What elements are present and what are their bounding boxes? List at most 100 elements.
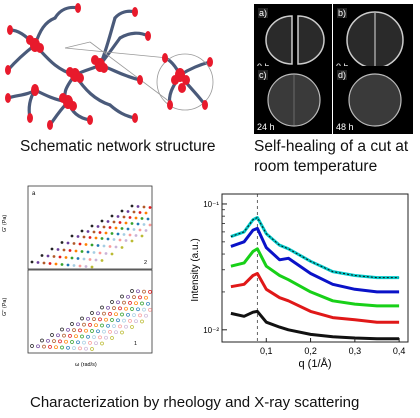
rheology-point [122, 233, 126, 236]
rheology-point [56, 248, 60, 251]
rheology-point [102, 311, 106, 316]
rheology-point [82, 235, 86, 239]
rheology-point [90, 311, 94, 315]
saxs-series-line [230, 247, 400, 308]
rheology-point [130, 307, 134, 311]
saxs-plot: 0,1 0,2 0,3 0,4 10⁻² 10⁻¹ Intensity (a.u.) q … [190, 193, 409, 370]
network-caption: Schematic network structure [20, 138, 216, 155]
rheology-point [92, 317, 96, 321]
rheology-top-ylabel: G' (Pa) [2, 215, 8, 232]
rheology-point [74, 249, 78, 253]
rheology-point [116, 300, 120, 305]
rheology-point [132, 210, 136, 214]
network-schematic-graphic [5, 3, 214, 130]
selfheal-caption-line1: Self-healing of a cut at [254, 138, 409, 155]
rheology-point [72, 242, 76, 245]
rheology-point [104, 317, 108, 322]
rheology-point [104, 231, 108, 235]
rheology-point [60, 263, 64, 266]
rheology-point [126, 312, 130, 317]
rheology-point [126, 210, 130, 213]
rheology-point [130, 204, 134, 208]
rheology-point [86, 316, 90, 321]
rheology-point [120, 330, 124, 335]
rheology-point [104, 252, 108, 255]
rheology-point [112, 324, 116, 328]
saxs-series-line [230, 309, 400, 341]
rheology-point [144, 313, 148, 318]
rheology-point [122, 300, 126, 305]
rheology-point [136, 222, 140, 226]
rheology-point [84, 328, 88, 333]
rheology-point [84, 346, 88, 351]
rheology-point [130, 239, 134, 243]
rheology-point [120, 227, 124, 230]
rheology-point [74, 334, 78, 339]
rheology-point [114, 330, 118, 335]
rheology-point [124, 306, 128, 311]
rheology-point [128, 216, 132, 219]
rheology-point [138, 211, 142, 214]
rheology-point [64, 339, 68, 344]
rheology-point [140, 217, 144, 220]
rheology-point [30, 260, 34, 264]
rheology-point [128, 319, 132, 323]
rheology-point [142, 289, 146, 294]
rheology-point [70, 234, 74, 238]
rheology-point [106, 323, 110, 328]
rheology-point [148, 308, 152, 312]
rheology-point [68, 249, 72, 252]
saxs-ylabel: Intensity (a.u.) [190, 238, 201, 301]
rheology-point [80, 334, 84, 339]
rheology-point [100, 341, 104, 346]
rheology-point [70, 340, 74, 344]
rheology-point [54, 345, 58, 350]
rheology-point [94, 236, 98, 240]
rheology-point [96, 311, 100, 316]
rheology-point [40, 338, 44, 343]
rheology-point [68, 334, 72, 338]
rheology-point [118, 324, 122, 329]
photo-label: c) [258, 70, 268, 80]
photo-label: b) [337, 8, 348, 18]
photo-label: a) [258, 8, 269, 18]
rheology-point [94, 258, 98, 262]
rheology-point [90, 329, 94, 333]
rheology-point [36, 261, 40, 264]
rheology-bottom-points [30, 289, 152, 351]
rheology-point [52, 255, 56, 258]
rheology-point [148, 290, 152, 294]
rheology-point [142, 307, 146, 312]
rheology-point [102, 225, 106, 229]
x-tick-label: 0,4 [393, 346, 406, 356]
y-tick-label: 10⁻² [203, 326, 219, 335]
rheology-point [114, 245, 118, 249]
rheology-point [132, 313, 136, 317]
saxs-frame [221, 193, 409, 343]
rheology-point [108, 245, 112, 248]
rheology-point [100, 219, 104, 223]
rheology-point [48, 345, 52, 349]
rheology-point [126, 227, 130, 231]
rheology-point [102, 244, 106, 248]
rheology-point [130, 325, 134, 329]
rheology-point [134, 216, 138, 220]
rheology-point [72, 264, 76, 267]
rheology-point [40, 254, 44, 257]
rheology-point [108, 226, 112, 229]
rheology-point [90, 243, 94, 247]
rheology-point [106, 305, 110, 310]
rheology-point [144, 295, 148, 300]
rheology-point [136, 289, 140, 294]
saxs-series-line [230, 216, 400, 280]
bottom-caption: Characterization by rheology and X-ray s… [30, 394, 360, 411]
rheology-point [118, 238, 122, 242]
rheology-point [102, 329, 106, 334]
rheology-point [88, 323, 92, 327]
rheology-point [120, 246, 124, 249]
rheology-slope-bottom: 1 [134, 341, 137, 347]
rheology-point [76, 235, 80, 238]
rheology-point [110, 232, 114, 235]
rheology-point [140, 234, 144, 238]
rheology-point [30, 344, 34, 348]
